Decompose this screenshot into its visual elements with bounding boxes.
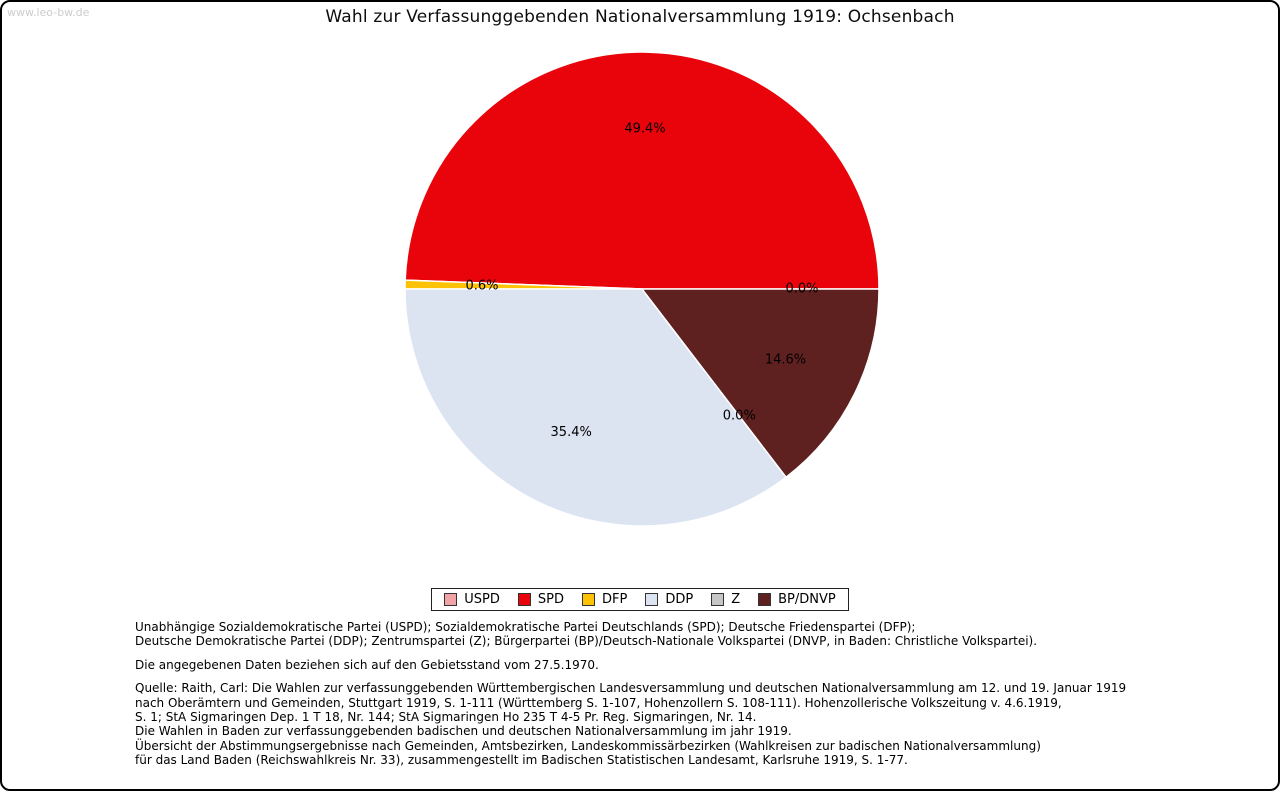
legend-item-uspd: USPD: [444, 592, 500, 607]
page-title: Wahl zur Verfassunggebenden Nationalvers…: [325, 7, 955, 27]
legend-item-spd: SPD: [517, 592, 564, 607]
footer-line: Die Wahlen in Baden zur verfassunggebend…: [135, 724, 792, 739]
footer-line: Deutsche Demokratische Partei (DDP); Zen…: [135, 634, 1038, 649]
pie-label-dfp: 0.6%: [465, 279, 498, 294]
pie-slice-bp-dnvp: [641, 288, 880, 478]
footer-paragraph: Die angegebenen Daten beziehen sich auf …: [135, 658, 1185, 672]
pie-label-z: 0.0%: [723, 409, 756, 424]
footer-paragraph: Quelle: Raith, Carl: Die Wahlen zur verf…: [135, 681, 1185, 767]
legend: USPD SPD DFP DDP Z BP/DNVP: [431, 588, 849, 611]
legend-swatch-ddp: [645, 593, 659, 606]
footer-line: Quelle: Raith, Carl: Die Wahlen zur verf…: [135, 681, 1127, 696]
footer-line: für das Land Baden (Reichswahlkreis Nr. …: [135, 753, 908, 768]
legend-wrap: USPD SPD DFP DDP Z BP/DNVP: [2, 588, 1278, 611]
footer-line: Übersicht der Abstimmungsergebnisse nach…: [135, 738, 1041, 753]
footer-line: Unabhängige Sozialdemokratische Partei (…: [135, 620, 916, 634]
legend-swatch-bp-dnvp: [758, 593, 772, 606]
legend-swatch-z: [711, 593, 725, 606]
pie-chart: 0.0% 49.4% 0.6% 35.4% 0.0% 14.6%: [2, 2, 1278, 547]
legend-item-z: Z: [711, 592, 740, 607]
pie-slice-ddp: [404, 288, 787, 527]
footer-paragraph: Unabhängige Sozialdemokratische Partei (…: [135, 620, 1185, 649]
legend-label: Z: [731, 592, 741, 607]
legend-swatch-spd: [517, 593, 531, 606]
legend-label: DDP: [665, 592, 694, 607]
legend-label: DFP: [602, 592, 628, 607]
pie-label-bp-dnvp: 14.6%: [765, 352, 806, 367]
legend-swatch-uspd: [444, 593, 458, 606]
watermark: www.leo-bw.de: [7, 6, 90, 19]
footer-line: Die angegebenen Daten beziehen sich auf …: [135, 657, 599, 672]
pie-label-spd: 49.4%: [624, 122, 665, 137]
pie-slice-spd: [404, 51, 880, 290]
pie-label-uspd: 0.0%: [785, 282, 818, 297]
pie-chart-svg: 0.0% 49.4% 0.6% 35.4% 0.0% 14.6%: [404, 51, 880, 527]
legend-item-ddp: DDP: [645, 592, 693, 607]
legend-item-bp-dnvp: BP/DNVP: [758, 592, 836, 607]
legend-label: USPD: [464, 592, 500, 607]
pie-label-ddp: 35.4%: [551, 425, 592, 440]
footer-notes: Unabhängige Sozialdemokratische Partei (…: [135, 620, 1185, 777]
legend-item-dfp: DFP: [582, 592, 627, 607]
footer-line: nach Oberämtern und Gemeinden, Stuttgart…: [135, 695, 1062, 710]
legend-label: BP/DNVP: [778, 592, 836, 607]
legend-label: SPD: [537, 592, 564, 607]
footer-line: S. 1; StA Sigmaringen Dep. 1 T 18, Nr. 1…: [135, 710, 757, 725]
legend-swatch-dfp: [582, 593, 595, 606]
